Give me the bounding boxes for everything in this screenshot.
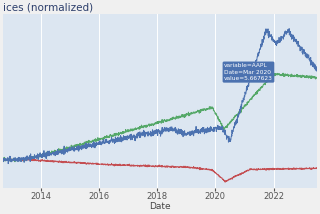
Text: ices (normalized): ices (normalized) [3, 3, 93, 13]
Text: variable=AAPL
Date=Mar 2020
value=5.667623: variable=AAPL Date=Mar 2020 value=5.6676… [224, 63, 273, 81]
X-axis label: Date: Date [149, 202, 171, 211]
